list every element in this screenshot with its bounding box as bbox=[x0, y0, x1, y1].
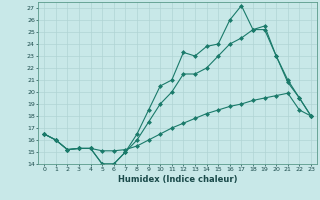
X-axis label: Humidex (Indice chaleur): Humidex (Indice chaleur) bbox=[118, 175, 237, 184]
